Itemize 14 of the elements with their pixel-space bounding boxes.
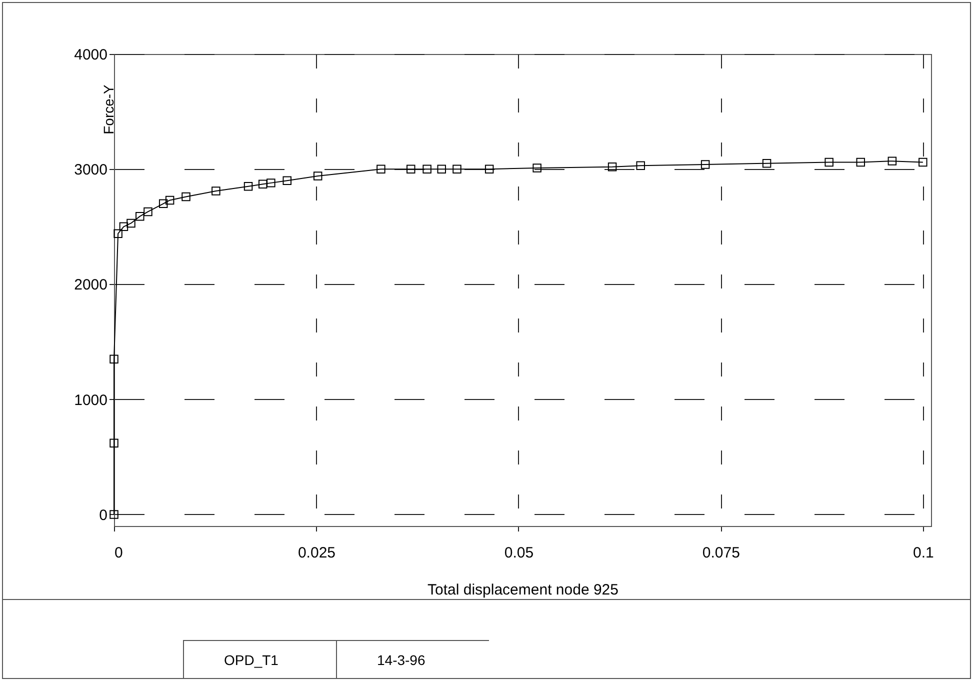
text: 14-3-96 [336, 640, 489, 679]
x-tick-label: 0.025 [298, 544, 336, 562]
x-tick-label: 0.075 [702, 544, 740, 562]
text: OPD_T1 [183, 640, 336, 679]
y-tick-label: 0 [99, 506, 108, 524]
y-tick-label: 4000 [74, 46, 108, 64]
y-tick-label: 1000 [74, 392, 108, 409]
x-tick-label: 0 [114, 544, 123, 562]
y-tick-label: 2000 [74, 276, 108, 294]
x-axis-title: Total displacement node 925 [428, 582, 618, 598]
x-tick-label: 0.05 [504, 544, 534, 562]
x-tick-label: 0.1 [912, 544, 934, 562]
y-axis-title: Force-Y [100, 84, 116, 134]
y-tick-label: 3000 [74, 162, 108, 179]
